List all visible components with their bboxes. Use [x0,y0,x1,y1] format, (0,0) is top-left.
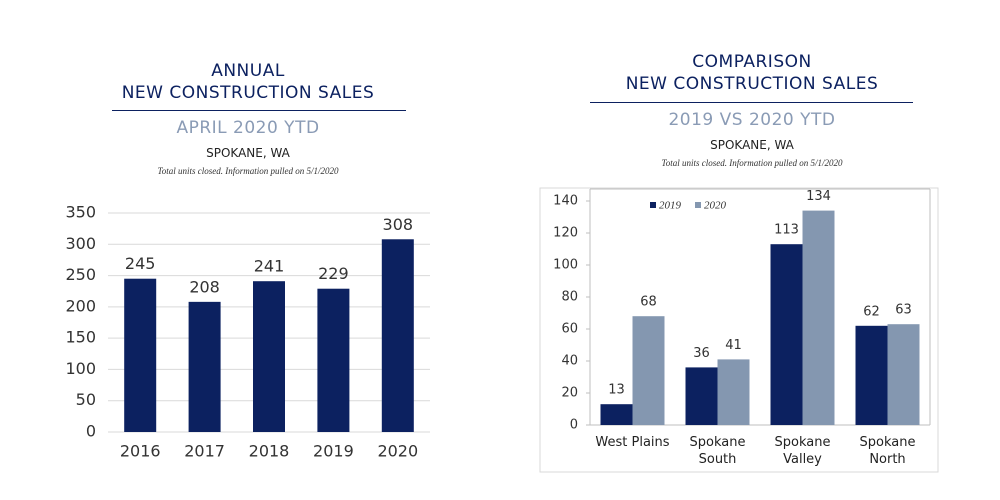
legend-label: 2019 [659,200,682,212]
value-label: 36 [693,346,710,361]
note: Total units closed. Information pulled o… [661,158,843,168]
x-tick-label: 2018 [249,442,290,461]
x-tick-label: Spokane South [689,435,746,467]
y-tick-label: 100 [553,258,578,273]
y-tick-label: 200 [65,296,96,315]
value-label: 13 [608,383,625,398]
y-tick-label: 60 [561,322,578,337]
bar [600,404,633,425]
y-tick-label: 40 [561,354,578,369]
y-tick-label: 80 [561,290,578,305]
y-tick-label: 0 [570,418,578,433]
x-tick-label: 2019 [313,442,354,461]
y-tick-label: 100 [65,359,96,378]
chart-title: COMPARISON [692,52,812,72]
x-tick-label: 2017 [184,442,225,461]
y-tick-label: 140 [553,194,578,209]
y-tick-label: 250 [65,265,96,284]
y-tick-label: 50 [76,390,96,409]
x-tick-label: West Plains [595,435,670,450]
bar [253,281,285,432]
bar [685,367,718,425]
title-rule [112,110,406,111]
note: Total units closed. Information pulled o… [157,166,339,176]
chart-subtitle: 2019 VS 2020 YTD [668,110,836,130]
location: SPOKANE, WA [710,138,794,152]
value-label: 62 [863,304,880,319]
value-label: 134 [806,189,831,204]
x-tick-label: Spokane North [859,435,916,467]
y-tick-label: 120 [553,226,578,241]
y-tick-label: 20 [561,386,578,401]
x-tick-label: Spokane Valley [774,435,831,467]
value-label: 245 [125,254,156,273]
x-tick-label: 2020 [377,442,418,461]
bar [717,359,750,425]
bar [632,316,665,425]
y-tick-label: 150 [65,328,96,347]
x-tick-label: 2016 [120,442,161,461]
value-label: 63 [895,303,912,318]
chart-subtitle: APRIL 2020 YTD [176,118,320,138]
legend-swatch [650,202,656,208]
location: SPOKANE, WA [206,146,290,160]
y-tick-label: 0 [86,422,96,441]
bar [887,324,920,425]
chart-title: NEW CONSTRUCTION SALES [121,83,375,103]
chart-title: ANNUAL [211,61,285,81]
y-tick-label: 350 [65,203,96,222]
value-label: 229 [318,264,349,283]
bar [381,239,414,432]
value-label: 113 [774,223,799,238]
bar [802,210,835,425]
bar [188,301,221,432]
value-label: 41 [725,338,742,353]
y-tick-label: 300 [65,234,96,253]
bar [124,278,157,432]
legend-label: 2020 [704,200,727,212]
chart-frame [539,187,939,473]
value-label: 208 [189,277,220,296]
value-label: 241 [254,257,285,276]
title-rule [590,102,913,103]
bar [855,325,888,425]
legend-swatch [695,202,701,208]
bar [770,244,803,425]
bar [317,288,350,432]
value-label: 308 [383,215,414,234]
value-label: 68 [640,295,657,310]
chart-title: NEW CONSTRUCTION SALES [625,74,879,94]
